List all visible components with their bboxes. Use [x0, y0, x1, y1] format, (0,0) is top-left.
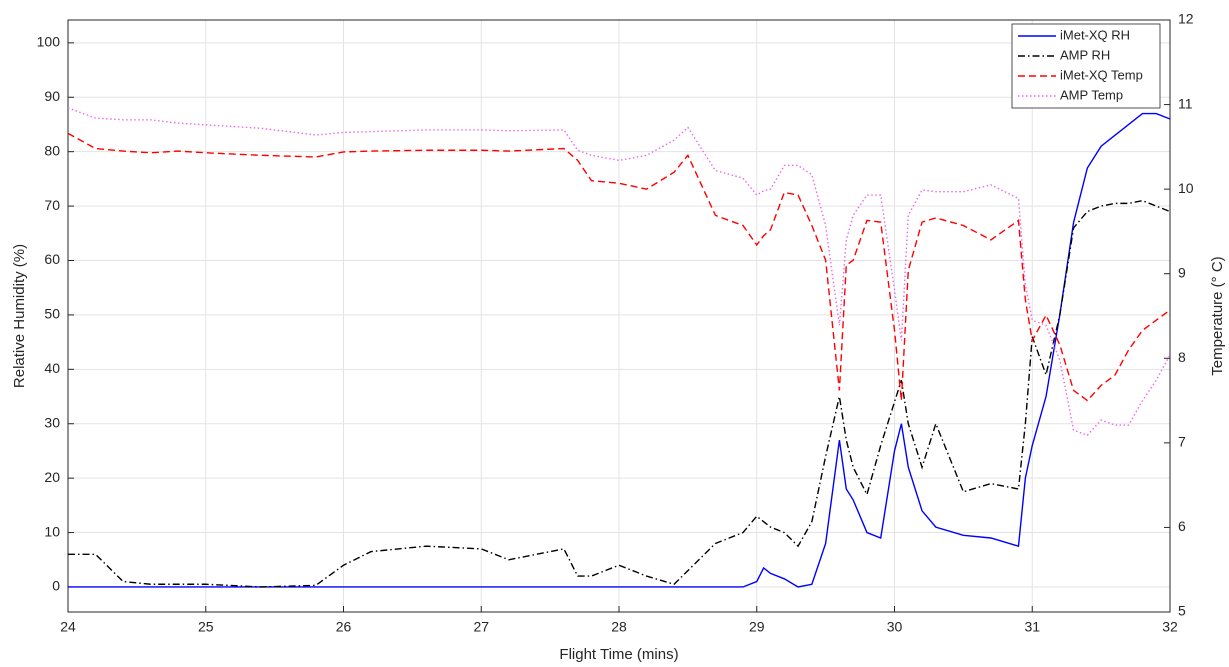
y2-tick-label: 10 — [1178, 180, 1194, 196]
y-tick-label: 100 — [37, 34, 61, 50]
y-tick-label: 50 — [44, 306, 60, 322]
x-axis-title: Flight Time (mins) — [559, 646, 678, 663]
series-line — [67, 132, 1171, 402]
series-line — [68, 199, 1171, 588]
y-tick-label: 80 — [44, 142, 60, 158]
legend-label: AMP RH — [1060, 47, 1110, 62]
legend: iMet-XQ RH AMP RH iMet-XQ Temp AMP Temp — [1011, 23, 1161, 109]
y2-tick-label: 7 — [1178, 434, 1186, 450]
y-tick-label: 40 — [44, 360, 60, 376]
series-line — [67, 107, 1171, 437]
y2-tick-label: 6 — [1178, 518, 1186, 534]
y-tick-label: 10 — [44, 523, 60, 539]
plot-frame — [67, 19, 1171, 613]
y-tick-label: 90 — [44, 88, 60, 104]
legend-label: iMet-XQ RH — [1060, 27, 1130, 42]
legend-label: iMet-XQ Temp — [1060, 67, 1143, 82]
y2-tick-label: 12 — [1178, 11, 1194, 27]
y-tick-label: 30 — [44, 414, 60, 430]
y-tick-label: 70 — [44, 197, 60, 213]
x-tick-label: 25 — [198, 619, 214, 635]
legend-box — [1011, 23, 1161, 109]
y2-tick-label: 5 — [1178, 603, 1186, 619]
y-axis-title: Relative Humidity (%) — [11, 244, 28, 388]
x-tick-label: 27 — [473, 619, 489, 635]
y2-tick-label: 9 — [1178, 264, 1186, 280]
x-tick-label: 30 — [887, 619, 903, 635]
x-tick-label: 32 — [1162, 619, 1178, 635]
x-tick-label: 24 — [60, 619, 76, 635]
y-tick-label: 20 — [44, 469, 60, 485]
x-tick-label: 26 — [336, 619, 352, 635]
y2-tick-label: 8 — [1178, 349, 1186, 365]
x-tick-label: 28 — [611, 619, 627, 635]
y-tick-label: 60 — [44, 251, 60, 267]
y2-tick-label: 11 — [1178, 95, 1193, 111]
x-tick-label: 31 — [1024, 619, 1040, 635]
x-tick-label: 29 — [749, 619, 765, 635]
series-line — [68, 112, 1171, 588]
legend-label: AMP Temp — [1060, 87, 1123, 102]
y-tick-label: 0 — [52, 578, 60, 594]
y2-axis-title: Temperature (° C) — [1209, 256, 1226, 375]
